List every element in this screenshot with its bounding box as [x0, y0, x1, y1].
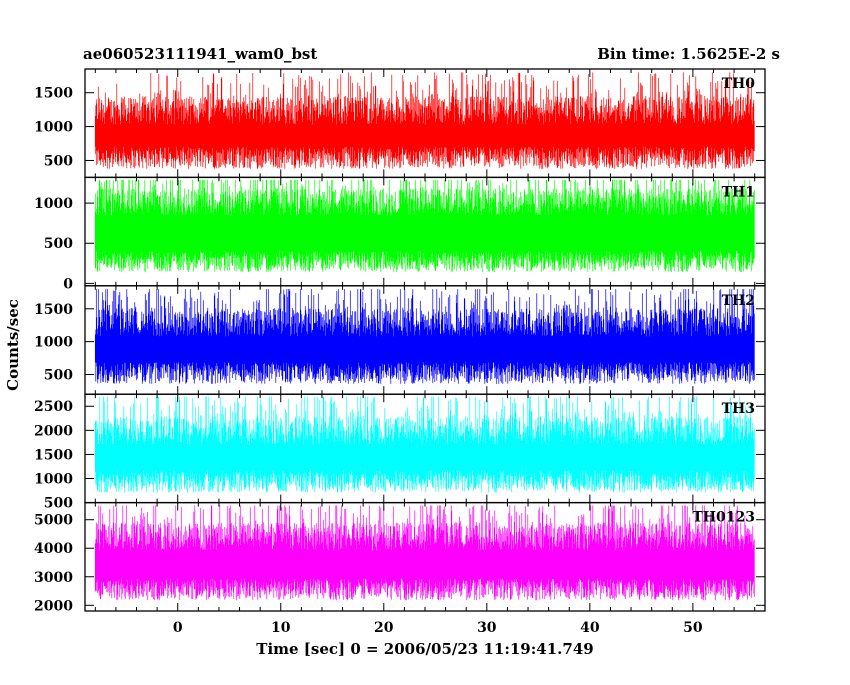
- y-tick-label: 1000: [34, 120, 73, 136]
- y-tick-label: 0: [63, 276, 73, 292]
- y-tick-label: 2500: [34, 399, 73, 415]
- panel-th1: 0 500 1000 TH1: [34, 176, 766, 292]
- panel-th0: 500 1000 1500 TH0: [34, 68, 766, 179]
- chart-title: ae060523111941_wam0_bst: [83, 45, 317, 63]
- x-tick-label: 40: [580, 620, 600, 636]
- x-tick-label: 20: [374, 620, 394, 636]
- panel-label-th0: TH0: [722, 76, 756, 92]
- panel-label-th2: TH2: [722, 293, 755, 309]
- y-tick-label: 2000: [34, 598, 73, 614]
- y-tick-label: 500: [44, 236, 73, 252]
- x-tick-label: 30: [477, 620, 497, 636]
- x-tick-label: 0: [173, 620, 183, 636]
- panel-label-th0123: TH0123: [692, 510, 755, 526]
- series-th0-trace: [94, 72, 755, 169]
- y-tick-label: 1500: [34, 302, 73, 318]
- panel-label-th3: TH3: [722, 401, 755, 417]
- series-th0123-trace: [94, 505, 755, 601]
- x-axis-title: Time [sec] 0 = 2006/05/23 11:19:41.749: [256, 640, 593, 658]
- panel-th2: 500 1000 1500 TH2: [34, 285, 766, 395]
- y-tick-label: 500: [44, 153, 73, 169]
- y-tick-label: 4000: [34, 541, 73, 557]
- x-tick-label: 50: [683, 620, 703, 636]
- y-tick-label: 1500: [34, 86, 73, 102]
- y-tick-label: 1000: [34, 472, 73, 488]
- panel-th3: 500 1000 1500 2000 2500 TH3: [34, 393, 766, 512]
- y-axis-title: Counts/sec: [4, 299, 22, 391]
- x-tick-label: 10: [271, 620, 291, 636]
- series-th2-trace: [94, 289, 755, 384]
- panel-label-th1: TH1: [722, 184, 755, 200]
- y-tick-label: 1000: [34, 335, 73, 351]
- panels: 50010001500TH005001000TH150010001500TH25…: [34, 68, 766, 636]
- y-tick-label: 1000: [34, 196, 73, 212]
- y-tick-label: 1500: [34, 447, 73, 463]
- series-th1-trace: [94, 179, 755, 272]
- y-tick-label: 3000: [34, 570, 73, 586]
- series-th3-trace: [94, 396, 755, 493]
- bin-time-label: Bin time: 1.5625E-2 s: [597, 45, 780, 63]
- y-tick-label: 500: [44, 496, 73, 512]
- panel-th0123: 2000 3000 4000 5000 TH0123: [34, 501, 766, 614]
- y-tick-label: 500: [44, 367, 73, 383]
- y-tick-label: 2000: [34, 423, 73, 439]
- y-tick-label: 5000: [34, 513, 73, 529]
